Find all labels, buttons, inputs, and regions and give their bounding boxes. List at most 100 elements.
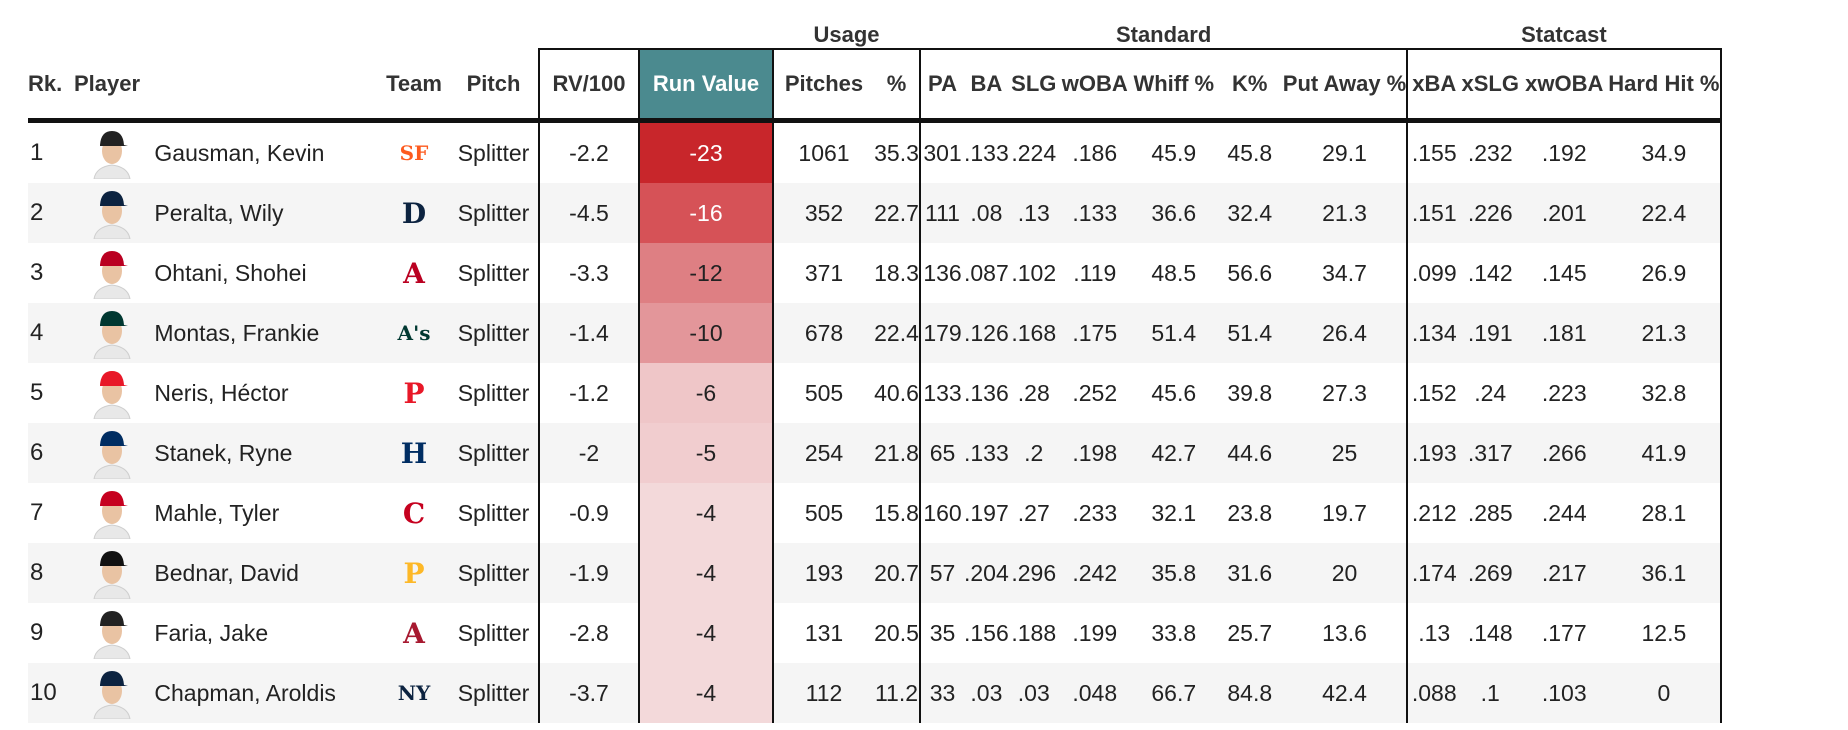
xba-cell: .155: [1406, 120, 1461, 183]
player-name[interactable]: Chapman, Aroldis: [154, 679, 336, 706]
player-cell[interactable]: Peralta, Wily: [74, 183, 379, 243]
put-away-cell: 42.4: [1282, 663, 1408, 723]
pa-cell: 35: [919, 603, 964, 663]
k-pct-cell: 32.4: [1216, 183, 1283, 243]
col-header-xba[interactable]: xBA: [1406, 48, 1461, 123]
table-row[interactable]: 1 Gausman, Kevin SF Splitter -2.2 -23 10…: [28, 120, 1722, 184]
player-cell[interactable]: Montas, Frankie: [74, 303, 379, 363]
player-cell[interactable]: Gausman, Kevin: [74, 121, 379, 184]
col-header-whiff[interactable]: Whiff %: [1130, 48, 1217, 123]
xwoba-cell: .192: [1541, 139, 1587, 166]
player-cell[interactable]: Mahle, Tyler: [74, 483, 379, 543]
whiff-cell: 35.8: [1130, 543, 1217, 603]
table-row[interactable]: 9 Faria, Jake A Splitter -2.8 -4 131 20.…: [28, 603, 1722, 663]
col-header-team[interactable]: Team: [379, 49, 449, 123]
player-cell[interactable]: Ohtani, Shohei: [74, 243, 379, 303]
yankees-logo-icon: NY: [397, 681, 431, 705]
group-header-standard: Standard: [1115, 22, 1212, 47]
col-header-k-pct[interactable]: K%: [1216, 48, 1283, 123]
table-row[interactable]: 8 Bednar, David P Splitter -1.9 -4 193 2…: [28, 543, 1722, 603]
usage-pct-cell: 18.3: [874, 259, 919, 286]
col-header-pitch[interactable]: Pitch: [449, 49, 539, 123]
col-header-rv100[interactable]: RV/100: [538, 48, 639, 123]
team-cell: A's: [379, 303, 449, 363]
ba-cell: .204: [964, 543, 1009, 603]
pitch-cell: Splitter: [449, 663, 539, 723]
col-header-hard-hit[interactable]: Hard Hit %: [1608, 48, 1722, 123]
player-name[interactable]: Gausman, Kevin: [154, 139, 325, 166]
pirates-logo-icon: P: [403, 556, 425, 590]
table-row[interactable]: 3 Ohtani, Shohei A Splitter -3.3 -12 371…: [28, 243, 1722, 303]
player-cell[interactable]: Neris, Héctor: [74, 363, 379, 423]
slg-cell: .224: [1011, 139, 1057, 166]
col-header-rank[interactable]: Rk.: [28, 49, 74, 123]
usage-pct-cell: 22.7: [874, 183, 920, 243]
woba-cell: .119: [1073, 259, 1117, 286]
team-cell: A: [379, 243, 449, 303]
run-value-cell: -10: [638, 303, 773, 363]
whiff-cell: 48.5: [1151, 259, 1197, 286]
xba-cell: .13: [1406, 603, 1461, 663]
player-cell[interactable]: Faria, Jake: [74, 603, 379, 663]
pa-cell: 136: [919, 243, 964, 303]
team-cell: C: [379, 483, 449, 543]
player-name[interactable]: Mahle, Tyler: [154, 499, 280, 526]
usage-pct-cell: 22.4: [874, 303, 920, 363]
xslg-cell: .269: [1460, 543, 1521, 603]
xslg-cell: .24: [1474, 379, 1507, 406]
table-row[interactable]: 6 Stanek, Ryne H Splitter -2 -5 254 21.8…: [28, 423, 1722, 483]
slg-cell: .13: [1008, 183, 1059, 243]
player-cell[interactable]: Chapman, Aroldis: [74, 663, 379, 723]
player-name[interactable]: Peralta, Wily: [154, 199, 284, 226]
hard-hit-cell: 34.9: [1608, 120, 1722, 183]
player-name[interactable]: Faria, Jake: [154, 619, 269, 646]
player-headshot: [90, 607, 134, 659]
hard-hit-cell: 32.8: [1608, 363, 1722, 423]
rank-cell: 4: [28, 303, 74, 363]
whiff-cell: 51.4: [1130, 303, 1217, 363]
pa-cell: 33: [919, 663, 964, 723]
xwoba-cell: .177: [1541, 619, 1587, 646]
pitches-cell: 112: [772, 663, 874, 723]
player-name[interactable]: Ohtani, Shohei: [154, 259, 307, 286]
col-header-pa[interactable]: PA: [919, 48, 964, 123]
slg-cell: .102: [1011, 259, 1057, 286]
pitch-cell: Splitter: [449, 303, 539, 363]
put-away-cell: 25: [1282, 423, 1408, 483]
k-pct-cell: 56.6: [1227, 259, 1273, 286]
col-header-xslg[interactable]: xSLG: [1460, 48, 1521, 123]
player-cell[interactable]: Stanek, Ryne: [74, 423, 379, 483]
xba-cell: .193: [1406, 423, 1461, 483]
col-header-ba[interactable]: BA: [964, 48, 1009, 123]
table-row[interactable]: 7 Mahle, Tyler C Splitter -0.9 -4 505 15…: [28, 483, 1722, 543]
player-name[interactable]: Stanek, Ryne: [154, 439, 293, 466]
col-header-player[interactable]: Player: [74, 49, 379, 123]
col-header-slg[interactable]: SLG: [1008, 48, 1059, 123]
phillies-logo-icon: P: [403, 376, 425, 410]
player-name[interactable]: Montas, Frankie: [154, 319, 320, 346]
col-header-woba[interactable]: wOBA: [1058, 48, 1131, 123]
pitches-cell: 254: [772, 423, 874, 483]
player-headshot: [90, 547, 134, 599]
col-header-usage-pct[interactable]: %: [874, 48, 920, 123]
hard-hit-cell: 0: [1608, 663, 1722, 723]
put-away-cell: 26.4: [1282, 303, 1408, 363]
col-header-run-value[interactable]: Run Value: [638, 48, 773, 123]
table-row[interactable]: 4 Montas, Frankie A's Splitter -1.4 -10 …: [28, 303, 1722, 363]
col-header-pitches[interactable]: Pitches: [772, 48, 874, 123]
table-row[interactable]: 5 Neris, Héctor P Splitter -1.2 -6 505 4…: [28, 363, 1722, 423]
put-away-cell: 19.7: [1322, 499, 1367, 526]
group-header-usage: Usage: [813, 22, 880, 47]
pa-cell: 111: [919, 183, 964, 243]
player-name[interactable]: Neris, Héctor: [154, 379, 289, 406]
table-row[interactable]: 2 Peralta, Wily D Splitter -4.5 -16 352 …: [28, 183, 1722, 243]
pitch-cell: Splitter: [449, 543, 539, 603]
col-header-xwoba[interactable]: xwOBA: [1520, 48, 1609, 123]
col-header-put-away[interactable]: Put Away %: [1282, 48, 1408, 123]
team-cell: A: [379, 603, 449, 663]
table-row[interactable]: 10 Chapman, Aroldis NY Splitter -3.7 -4 …: [28, 663, 1722, 723]
xwoba-cell: .217: [1520, 543, 1609, 603]
player-name[interactable]: Bednar, David: [154, 559, 299, 586]
pitches-cell: 352: [772, 183, 874, 243]
player-cell[interactable]: Bednar, David: [74, 543, 379, 603]
